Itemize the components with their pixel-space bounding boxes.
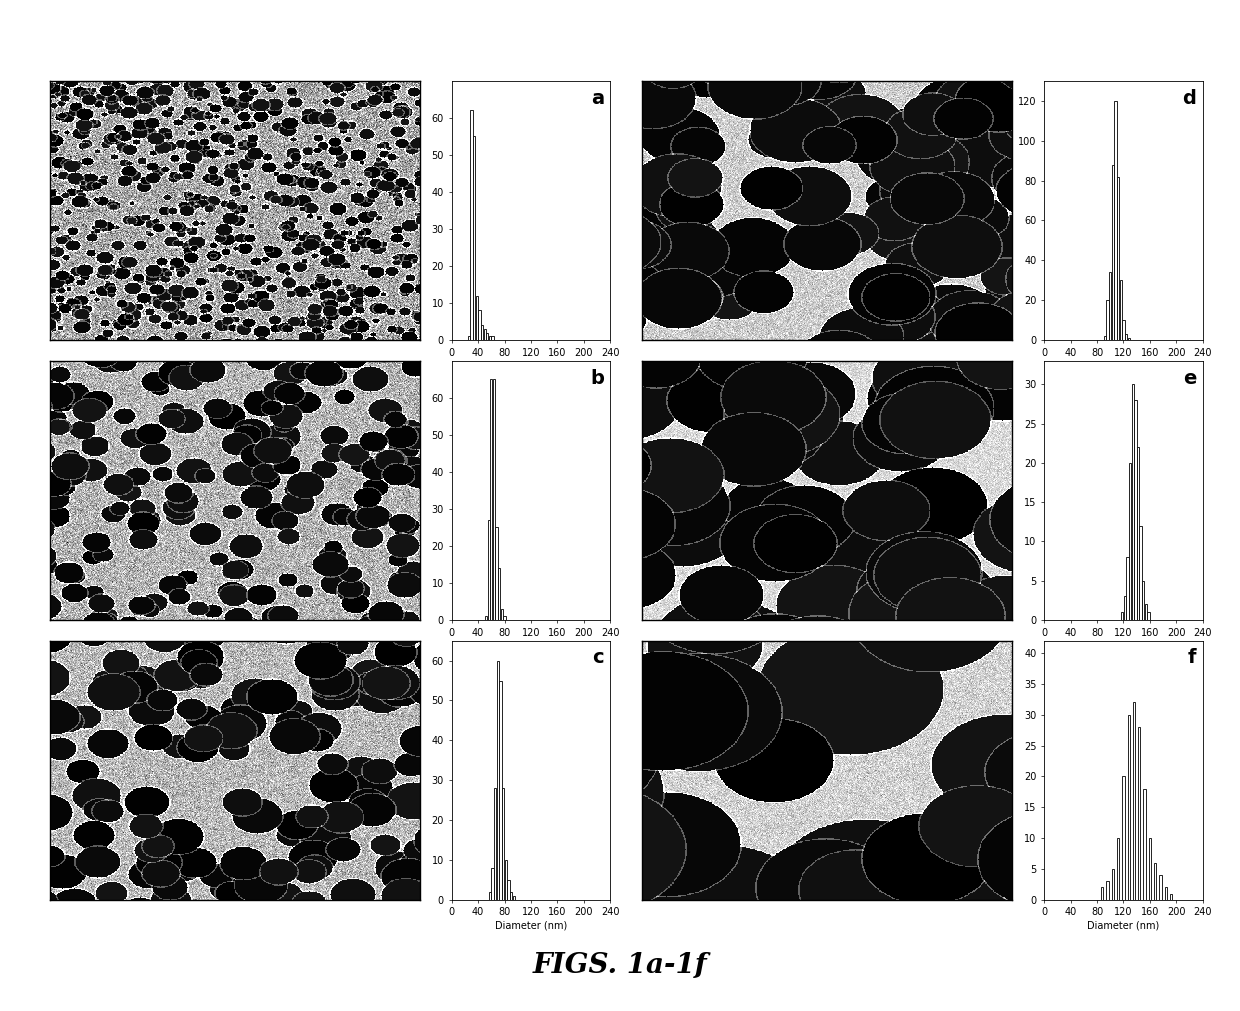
Bar bbox=[1164, 888, 1167, 900]
Bar bbox=[1143, 789, 1146, 900]
Bar bbox=[1122, 320, 1125, 340]
X-axis label: Diameter (nm): Diameter (nm) bbox=[1087, 920, 1159, 930]
Bar bbox=[1126, 557, 1128, 620]
Bar bbox=[472, 136, 475, 340]
Bar bbox=[491, 867, 494, 900]
Bar bbox=[1106, 300, 1109, 340]
Bar bbox=[1142, 580, 1145, 620]
Bar bbox=[1133, 703, 1135, 900]
Bar bbox=[510, 892, 512, 900]
Bar bbox=[1122, 776, 1125, 900]
Bar bbox=[1137, 447, 1140, 620]
Text: b: b bbox=[590, 369, 604, 387]
Bar bbox=[476, 295, 477, 340]
Bar bbox=[486, 333, 489, 340]
Bar bbox=[1101, 888, 1104, 900]
Bar bbox=[1159, 876, 1162, 900]
Bar bbox=[1145, 605, 1147, 620]
Bar bbox=[501, 609, 503, 620]
Bar bbox=[1125, 334, 1127, 340]
Bar bbox=[505, 860, 507, 900]
Bar bbox=[485, 617, 487, 620]
Text: e: e bbox=[1183, 369, 1197, 387]
Bar bbox=[1112, 165, 1114, 340]
Bar bbox=[1127, 338, 1130, 340]
Bar bbox=[1104, 336, 1106, 340]
Text: a: a bbox=[590, 89, 604, 107]
Bar bbox=[1128, 463, 1131, 620]
Bar bbox=[1135, 400, 1137, 620]
Bar bbox=[490, 379, 492, 620]
Bar bbox=[484, 329, 486, 340]
Bar bbox=[1127, 715, 1130, 900]
Bar bbox=[1148, 838, 1151, 900]
Bar bbox=[494, 789, 496, 900]
Bar bbox=[489, 337, 491, 340]
Bar bbox=[1117, 177, 1120, 340]
Bar bbox=[492, 379, 495, 620]
Bar bbox=[1123, 596, 1126, 620]
Bar bbox=[496, 528, 497, 620]
Bar bbox=[470, 110, 472, 340]
Bar bbox=[1147, 612, 1149, 620]
Bar bbox=[503, 617, 506, 620]
Bar bbox=[487, 520, 490, 620]
Bar bbox=[1115, 101, 1117, 340]
Bar bbox=[479, 310, 481, 340]
Text: f: f bbox=[1188, 648, 1197, 667]
Bar bbox=[1154, 862, 1157, 900]
Bar bbox=[1140, 526, 1142, 620]
Bar bbox=[1117, 838, 1120, 900]
Bar bbox=[500, 680, 502, 900]
Bar bbox=[1112, 868, 1114, 900]
Bar bbox=[1109, 272, 1111, 340]
Bar bbox=[497, 660, 498, 900]
Bar bbox=[507, 880, 510, 900]
Bar bbox=[1138, 727, 1141, 900]
Text: FIGS. 1a-1f: FIGS. 1a-1f bbox=[533, 952, 707, 979]
Bar bbox=[491, 337, 494, 340]
Bar bbox=[1121, 612, 1123, 620]
X-axis label: Diameter (nm): Diameter (nm) bbox=[495, 920, 567, 930]
Text: c: c bbox=[593, 648, 604, 667]
Bar bbox=[481, 326, 484, 340]
Bar bbox=[1169, 894, 1172, 900]
Bar bbox=[1132, 384, 1133, 620]
Bar bbox=[489, 892, 491, 900]
Bar bbox=[502, 789, 505, 900]
Bar bbox=[1106, 882, 1109, 900]
Bar bbox=[512, 896, 515, 900]
Bar bbox=[467, 337, 470, 340]
Bar bbox=[498, 568, 501, 620]
Bar bbox=[1120, 280, 1122, 340]
Text: d: d bbox=[1183, 89, 1197, 107]
